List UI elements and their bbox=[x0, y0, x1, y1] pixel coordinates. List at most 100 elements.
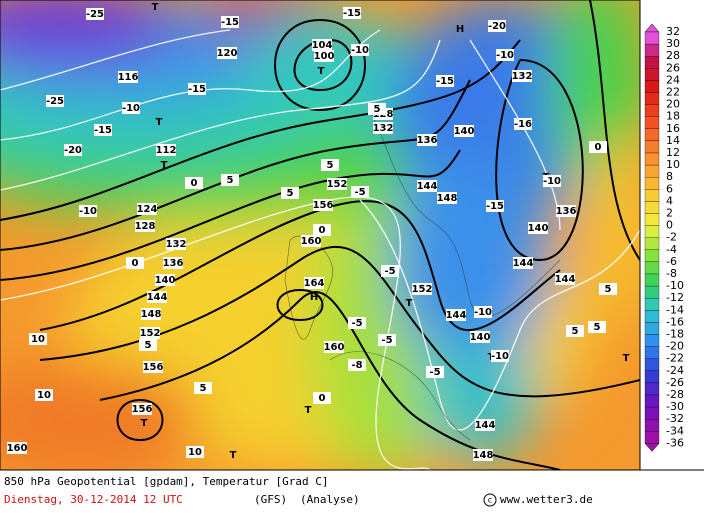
label-bg bbox=[314, 50, 334, 62]
contour-label: 116 bbox=[118, 72, 139, 83]
legend-label: 6 bbox=[666, 182, 673, 195]
contour-label: 140 bbox=[470, 332, 491, 343]
label-bg bbox=[417, 134, 437, 146]
contour-label: 5 bbox=[200, 383, 207, 394]
contour-label: 0 bbox=[191, 178, 198, 189]
legend-label: -30 bbox=[666, 400, 684, 413]
contour-label: 5 bbox=[327, 160, 334, 171]
legend-label: -20 bbox=[666, 340, 684, 353]
pressure-center: T bbox=[318, 66, 325, 77]
legend-band bbox=[644, 68, 660, 81]
contour-label: -10 bbox=[474, 307, 492, 318]
label-bg bbox=[194, 382, 212, 394]
label-bg bbox=[122, 102, 140, 114]
label-bg bbox=[589, 141, 607, 153]
contour-label: 144 bbox=[417, 181, 438, 192]
pressure-center: T bbox=[305, 405, 312, 416]
contour-label: -25 bbox=[46, 96, 64, 107]
legend-label: -14 bbox=[666, 303, 684, 316]
contour-label: 10 bbox=[37, 390, 51, 401]
legend-band bbox=[644, 213, 660, 226]
label-bg bbox=[556, 205, 576, 217]
pressure-center: H bbox=[456, 24, 464, 35]
contour-label: -10 bbox=[491, 351, 509, 362]
label-bg bbox=[373, 122, 393, 134]
legend-label: 22 bbox=[666, 86, 680, 99]
legend-band bbox=[644, 225, 660, 238]
contour-label: 132 bbox=[373, 123, 394, 134]
contour-label: 144 bbox=[475, 420, 496, 431]
contour-label: 0 bbox=[319, 393, 326, 404]
legend-label: 4 bbox=[666, 194, 673, 207]
contour-label: 10 bbox=[31, 334, 45, 345]
contour-label: -20 bbox=[64, 145, 82, 156]
legend-label: 0 bbox=[666, 219, 673, 232]
legend-band bbox=[644, 419, 660, 432]
contour-label: 148 bbox=[437, 193, 458, 204]
isotherms bbox=[0, 29, 640, 470]
legend-band bbox=[644, 164, 660, 178]
label-bg bbox=[126, 257, 144, 269]
label-bg bbox=[281, 187, 299, 199]
legend-band bbox=[644, 56, 660, 69]
label-bg bbox=[514, 118, 532, 130]
pressure-center: T bbox=[141, 418, 148, 429]
legend-label: -10 bbox=[666, 279, 684, 292]
legend-label: -18 bbox=[666, 328, 684, 341]
label-bg bbox=[140, 327, 160, 339]
legend-band bbox=[644, 431, 660, 444]
legend-label: -8 bbox=[666, 267, 677, 280]
legend-cap-bottom bbox=[644, 443, 660, 452]
label-bg bbox=[139, 339, 157, 351]
contour-label: 152 bbox=[327, 179, 348, 190]
label-bg bbox=[555, 273, 575, 285]
legend-label: -12 bbox=[666, 291, 684, 304]
contour-label: 104 bbox=[312, 40, 333, 51]
legend-label: -34 bbox=[666, 424, 684, 437]
contour-label: -10 bbox=[496, 50, 514, 61]
label-bg bbox=[496, 49, 514, 61]
legend-band bbox=[644, 177, 660, 190]
label-bg bbox=[301, 235, 321, 247]
legend-band bbox=[644, 298, 660, 311]
contour-label: 0 bbox=[595, 142, 602, 153]
label-bg bbox=[513, 257, 533, 269]
label-bg bbox=[412, 283, 432, 295]
contour-label: 5 bbox=[145, 340, 152, 351]
legend-label: -36 bbox=[666, 436, 684, 449]
label-bg bbox=[313, 224, 331, 236]
label-bg bbox=[94, 124, 112, 136]
label-bg bbox=[163, 257, 183, 269]
footer-credit: www.wetter3.de bbox=[500, 493, 593, 506]
contour-label: 0 bbox=[319, 225, 326, 236]
legend-band bbox=[644, 43, 660, 57]
contour-label: -5 bbox=[381, 335, 392, 346]
label-bg bbox=[166, 238, 186, 250]
contour-label: 152 bbox=[140, 328, 161, 339]
legend-band bbox=[644, 322, 660, 335]
map-area: TTTTTHHTTTTTT112116120124128132136140144… bbox=[0, 0, 640, 470]
legend-band bbox=[644, 31, 660, 45]
label-bg bbox=[312, 39, 332, 51]
label-bg bbox=[488, 20, 506, 32]
label-bg bbox=[566, 325, 584, 337]
color-legend: 32302826242220181614121086420-2-4-6-8-10… bbox=[644, 23, 684, 452]
label-bg bbox=[470, 331, 490, 343]
contour-label: 136 bbox=[417, 135, 438, 146]
legend-band bbox=[644, 80, 660, 93]
label-bg bbox=[437, 192, 457, 204]
legend-band bbox=[644, 310, 660, 323]
contour-label: -10 bbox=[79, 206, 97, 217]
label-bg bbox=[543, 175, 561, 187]
copyright-c: c bbox=[488, 496, 492, 505]
label-bg bbox=[86, 8, 104, 20]
label-bg bbox=[143, 361, 163, 373]
legend-label: 18 bbox=[666, 110, 680, 123]
label-bg bbox=[528, 222, 548, 234]
label-bg bbox=[313, 199, 333, 211]
contour-label: 140 bbox=[155, 275, 176, 286]
legend-label: 8 bbox=[666, 170, 673, 183]
label-bg bbox=[426, 366, 444, 378]
label-bg bbox=[436, 75, 454, 87]
